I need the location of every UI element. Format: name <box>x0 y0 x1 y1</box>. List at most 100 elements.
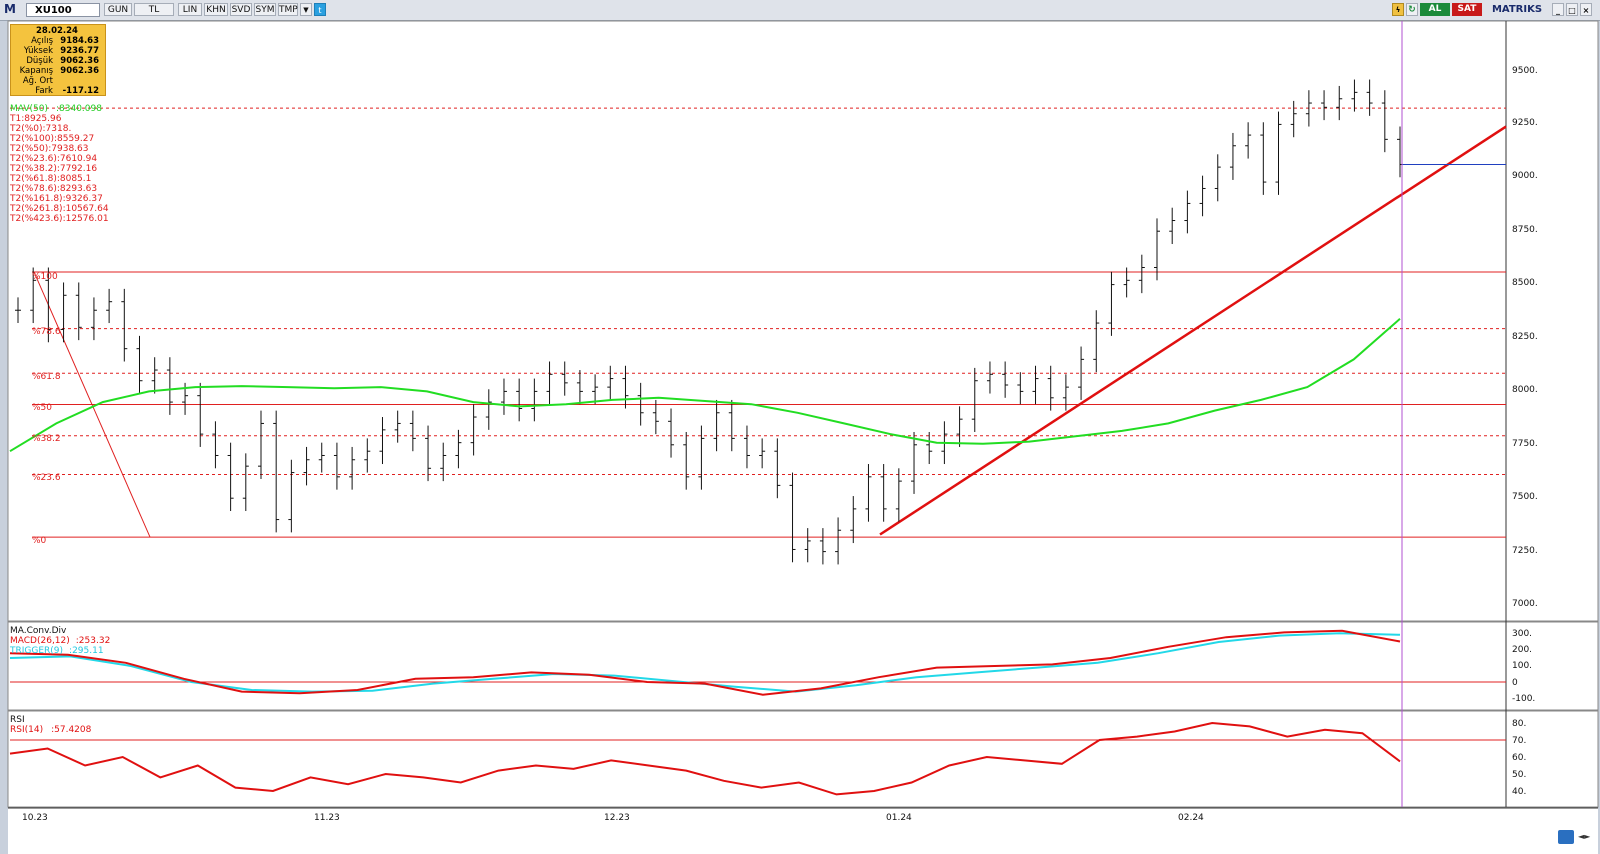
info-value: 9184.63 <box>60 36 99 46</box>
info-label: Açılış <box>31 36 53 46</box>
mav-label: MAV(50) :8340.098 <box>10 104 102 114</box>
sync-icon[interactable] <box>1558 830 1574 844</box>
macd-tick: 200. <box>1512 645 1533 655</box>
macd-panel-border <box>7 621 1599 711</box>
t2-label: T2(%50):7938.63 <box>10 144 89 154</box>
chart-area[interactable] <box>8 21 1598 854</box>
fib-level-label: %50 <box>32 403 53 413</box>
rsi-panel-border <box>7 710 1599 808</box>
fib-level-label: %78.6 <box>32 327 61 337</box>
rsi-value: :57.4208 <box>51 725 92 735</box>
macd-line <box>9 629 1401 696</box>
info-value: 9062.36 <box>60 66 99 76</box>
currency-tl-button[interactable]: TL <box>134 3 174 16</box>
rsi-name: RSI(14) <box>10 725 44 735</box>
info-label: Ağ. Ort <box>22 76 53 86</box>
price-tick: 8000. <box>1512 385 1538 395</box>
sym-button[interactable]: SYM <box>254 3 276 16</box>
t2-label: T2(%38.2):7792.16 <box>10 164 98 174</box>
fib-anchor-line <box>33 271 151 538</box>
t2-label: T2(%78.6):8293.63 <box>10 184 98 194</box>
dropdown-arrow-icon[interactable]: ▼ <box>300 3 312 16</box>
fib-level-label: %100 <box>32 272 58 282</box>
t1-label: T1:8925.96 <box>10 114 62 124</box>
t2-label: T2(%423.6):12576.01 <box>10 214 109 224</box>
t2-label: T2(%100):8559.27 <box>10 134 95 144</box>
macd-tick: -100. <box>1512 694 1536 704</box>
price-tick: 7500. <box>1512 492 1538 502</box>
rsi-tick: 40. <box>1512 787 1527 797</box>
trigger-value: :295.11 <box>69 646 104 656</box>
macd-value: :253.32 <box>75 636 111 646</box>
time-tick: 02.24 <box>1178 813 1204 823</box>
scale-lin-button[interactable]: LIN <box>178 3 202 16</box>
price-tick: 9000. <box>1512 171 1538 181</box>
ma50-line <box>9 318 1401 453</box>
mav-value: :8340.098 <box>55 104 102 114</box>
trend-line <box>879 125 1507 536</box>
info-value: 9236.77 <box>60 46 99 56</box>
price-tick: 8250. <box>1512 332 1538 342</box>
maximize-icon[interactable]: □ <box>1566 3 1578 16</box>
macd-title: MA.Conv.Div <box>10 626 67 636</box>
symbol-input[interactable]: XU100 <box>26 3 100 17</box>
info-value: -117.12 <box>62 86 99 96</box>
fib-level-label: %0 <box>32 536 47 546</box>
rsi-tick: 80. <box>1512 719 1527 729</box>
rsi-line <box>9 721 1401 796</box>
time-tick: 01.24 <box>886 813 912 823</box>
price-tick: 8500. <box>1512 278 1538 288</box>
macd-tick: 0 <box>1512 678 1518 688</box>
macd-tick: 300. <box>1512 629 1533 639</box>
time-tick: 11.23 <box>314 813 340 823</box>
buy-button[interactable]: AL <box>1420 3 1450 16</box>
price-tick: 7000. <box>1512 599 1538 609</box>
t2-label: T2(%0):7318. <box>10 124 72 134</box>
info-value: 9062.36 <box>60 56 99 66</box>
macd-name: MACD(26,12) <box>10 636 70 646</box>
close-icon[interactable]: × <box>1580 3 1592 16</box>
scroll-arrows-icon[interactable]: ◄► <box>1578 832 1591 841</box>
trigger-label: TRIGGER(9) :295.11 <box>10 646 104 656</box>
minimize-icon[interactable]: _ <box>1552 3 1564 16</box>
info-label: Düşük <box>26 56 53 66</box>
macd-label: MACD(26,12) :253.32 <box>10 636 110 646</box>
period-gun-button[interactable]: GUN <box>104 3 132 16</box>
rsi-tick: 50. <box>1512 770 1527 780</box>
info-date: 28.02.24 <box>36 26 78 36</box>
t2-label: T2(%161.8):9326.37 <box>10 194 103 204</box>
khn-button[interactable]: KHN <box>204 3 228 16</box>
macd-tick: 100. <box>1512 661 1533 671</box>
price-tick: 9250. <box>1512 118 1538 128</box>
info-label: Fark <box>35 86 53 96</box>
sell-button[interactable]: SAT <box>1452 3 1482 16</box>
rsi-title: RSI <box>10 715 25 725</box>
fib-level-label: %61.8 <box>32 372 61 382</box>
rsi-tick: 60. <box>1512 753 1527 763</box>
time-tick: 12.23 <box>604 813 630 823</box>
tmp-button[interactable]: TMP <box>278 3 298 16</box>
price-tick: 7750. <box>1512 439 1538 449</box>
price-tick: 8750. <box>1512 225 1538 235</box>
time-tick: 10.23 <box>22 813 48 823</box>
fib-level-label: %23.6 <box>32 473 61 483</box>
mav-name: MAV(50) <box>10 104 48 114</box>
brand-label: MATRIKS <box>1491 4 1543 15</box>
info-label: Kapanış <box>19 66 53 76</box>
lightning-icon[interactable]: ϟ <box>1392 3 1404 16</box>
info-label: Yüksek <box>23 46 53 56</box>
trigger-name: TRIGGER(9) <box>10 646 64 656</box>
rsi-tick: 70. <box>1512 736 1527 746</box>
twitter-icon[interactable]: t <box>314 3 326 16</box>
t2-label: T2(%23.6):7610.94 <box>10 154 98 164</box>
price-tick: 9500. <box>1512 66 1538 76</box>
price-tick: 7250. <box>1512 546 1538 556</box>
svd-button[interactable]: SVD <box>230 3 252 16</box>
matriks-logo: M <box>4 2 16 16</box>
refresh-icon[interactable]: ↻ <box>1406 3 1418 16</box>
rsi-label: RSI(14) :57.4208 <box>10 725 91 735</box>
ohlc-info-box: 28.02.24 Açılış 9184.63 Yüksek 9236.77 Düş… <box>10 24 106 96</box>
fib-level-label: %38.2 <box>32 434 61 444</box>
t2-label: T2(%261.8):10567.64 <box>10 204 109 214</box>
